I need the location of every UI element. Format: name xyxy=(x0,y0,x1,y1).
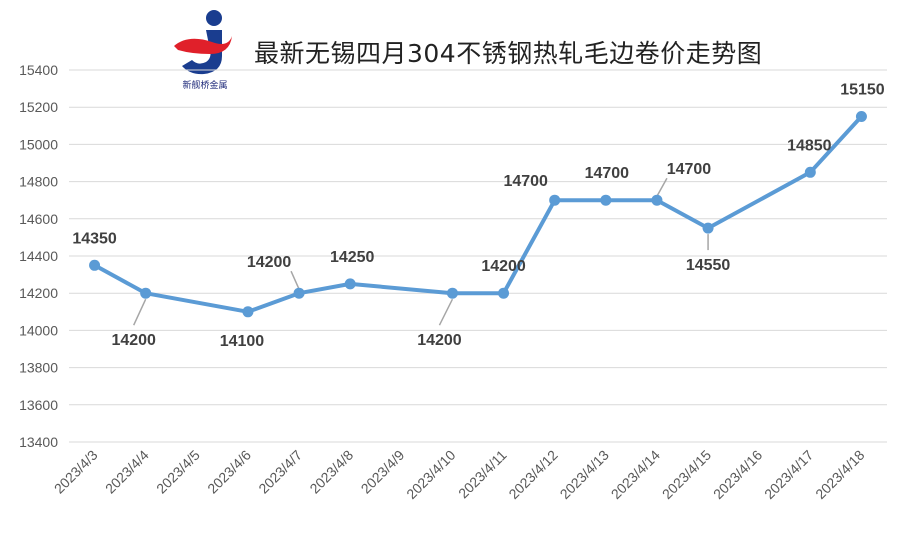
company-logo xyxy=(168,6,238,92)
data-point xyxy=(242,306,254,318)
series-price xyxy=(89,111,867,318)
data-point xyxy=(344,278,356,290)
x-tick-label: 2023/4/7 xyxy=(255,447,305,497)
x-tick-label: 2023/4/6 xyxy=(204,447,254,497)
x-tick-label: 2023/4/12 xyxy=(505,447,561,503)
data-label: 14250 xyxy=(330,249,375,266)
data-point xyxy=(293,287,305,299)
x-tick-label: 2023/4/10 xyxy=(403,447,459,503)
y-tick-label: 13800 xyxy=(19,360,58,376)
data-label: 14200 xyxy=(111,332,156,349)
data-label: 14200 xyxy=(247,254,292,271)
y-tick-label: 14400 xyxy=(19,248,58,264)
y-tick-label: 14000 xyxy=(19,322,58,338)
logo-mark-icon xyxy=(174,10,232,75)
x-tick-label: 2023/4/8 xyxy=(306,447,356,497)
leader-line xyxy=(133,298,147,326)
leader-line xyxy=(290,270,300,290)
data-label: 14850 xyxy=(787,137,832,154)
x-tick-label: 2023/4/5 xyxy=(153,447,203,497)
data-label: 14200 xyxy=(417,332,462,349)
data-label: 14350 xyxy=(72,230,117,247)
x-tick-label: 2023/4/18 xyxy=(812,447,868,503)
x-tick-label: 2023/4/3 xyxy=(51,447,101,497)
x-tick-label: 2023/4/15 xyxy=(659,447,715,503)
logo-text: 新舰桥金属 xyxy=(182,81,228,91)
y-axis: 13400 13600 13800 14000 14200 14400 14600 14800… xyxy=(19,62,58,450)
y-tick-label: 14600 xyxy=(19,211,58,227)
data-point xyxy=(446,287,458,299)
series-line xyxy=(92,114,864,314)
x-axis: 2023/4/3 2023/4/4 2023/4/5 2023/4/6 2023/4/7… xyxy=(51,447,868,503)
x-tick-label: 2023/4/4 xyxy=(102,447,152,497)
data-label: 15150 xyxy=(840,82,885,99)
x-tick-label: 2023/4/11 xyxy=(455,447,510,502)
gridlines xyxy=(69,69,887,443)
data-point xyxy=(89,259,101,271)
leader-line xyxy=(656,177,668,197)
x-tick-label: 2023/4/16 xyxy=(710,447,766,503)
data-label: 14100 xyxy=(220,333,265,350)
data-labels: 14350 14200 14100 14200 14250 14200 14200 14700… xyxy=(72,82,884,350)
x-tick-label: 2023/4/13 xyxy=(557,447,613,503)
data-point xyxy=(804,166,816,178)
data-point xyxy=(600,194,612,206)
x-tick-label: 2023/4/9 xyxy=(358,447,408,497)
y-tick-label: 14800 xyxy=(19,174,58,190)
data-point xyxy=(549,194,561,206)
data-label: 14700 xyxy=(503,173,548,190)
label-leader-lines xyxy=(133,177,709,326)
data-label: 14200 xyxy=(481,258,526,275)
data-point xyxy=(498,287,510,299)
y-tick-label: 14200 xyxy=(19,285,58,301)
y-tick-label: 13600 xyxy=(19,397,58,413)
y-tick-label: 15000 xyxy=(19,136,58,152)
y-tick-label: 15400 xyxy=(19,62,58,78)
data-label: 14700 xyxy=(667,161,712,178)
data-point xyxy=(651,194,663,206)
y-tick-label: 13400 xyxy=(19,434,58,450)
data-point xyxy=(702,222,714,234)
x-tick-label: 2023/4/14 xyxy=(608,447,664,503)
data-point xyxy=(140,287,152,299)
data-label: 14700 xyxy=(585,165,630,182)
chart-title: 最新无锡四月304不锈钢热轧毛边卷价走势图 xyxy=(254,39,763,68)
data-label: 14550 xyxy=(686,257,731,274)
data-point xyxy=(855,111,867,122)
y-tick-label: 15200 xyxy=(19,99,58,115)
leader-line xyxy=(438,298,454,326)
x-tick-label: 2023/4/17 xyxy=(761,447,817,503)
